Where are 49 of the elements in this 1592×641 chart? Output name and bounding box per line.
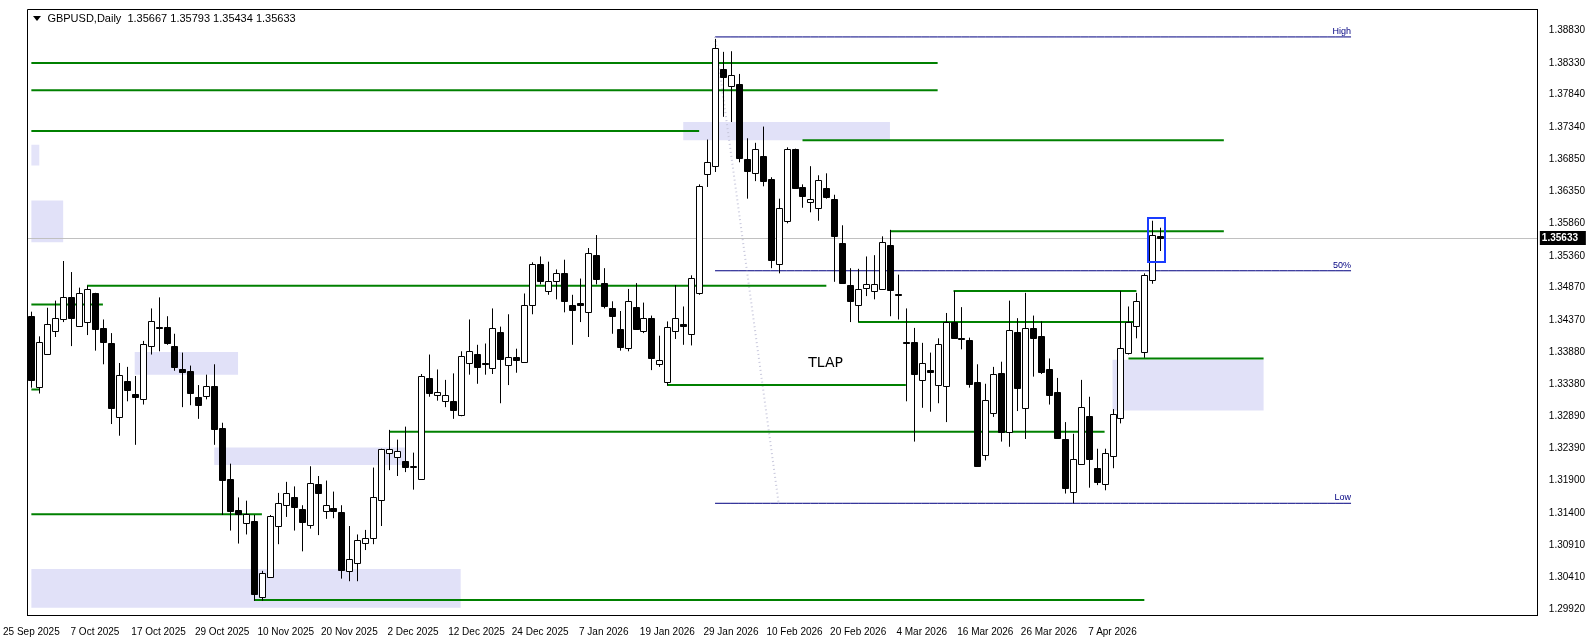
y-tick-label: 1.37340	[1548, 120, 1586, 132]
y-tick-label: 1.37840	[1548, 88, 1586, 100]
x-tick-label: 7 Jan 2026	[579, 625, 629, 637]
annotation: TLAP	[808, 354, 843, 371]
candlestick	[895, 274, 902, 320]
y-tick-label: 1.32390	[1548, 442, 1586, 454]
series-label: Low	[1334, 492, 1352, 503]
x-tick-label: 26 Mar 2026	[1020, 625, 1078, 637]
x-tick-label: 16 Mar 2026	[957, 625, 1014, 637]
x-tick-label: 17 Oct 2025	[131, 625, 187, 637]
x-tick-label: 20 Nov 2025	[321, 625, 379, 637]
y-tick-label: 1.38330	[1548, 56, 1586, 68]
x-tick-label: 2 Dec 2025	[387, 625, 439, 637]
y-tick-label: 1.29920	[1548, 602, 1586, 614]
candlestick	[601, 267, 608, 309]
y-tick-label: 1.30410	[1548, 571, 1586, 583]
y-tick-label: 1.31900	[1548, 474, 1586, 486]
line-series	[714, 35, 780, 505]
x-tick-label: 12 Dec 2025	[448, 625, 506, 637]
x-tick-label: 7 Apr 2026	[1088, 625, 1138, 637]
series-label: High	[1332, 25, 1352, 36]
x-tick-label: 24 Dec 2025	[511, 625, 569, 637]
y-tick-label: 1.30910	[1548, 538, 1586, 550]
candlestick	[171, 333, 178, 372]
y-tick-label: 1.36350	[1548, 185, 1586, 197]
y-tick-label: 1.34370	[1548, 313, 1586, 325]
x-tick-label: 29 Jan 2026	[703, 625, 759, 637]
y-tick-label: 1.31400	[1548, 506, 1586, 518]
ref-line-label: 1.35633	[1541, 231, 1579, 243]
y-tick-label: 1.32890	[1548, 410, 1586, 421]
candlestick	[195, 384, 202, 420]
y-tick-label: 1.36850	[1548, 152, 1586, 164]
x-tick-label: 10 Nov 2025	[257, 625, 315, 637]
x-tick-label: 20 Feb 2026	[830, 625, 887, 637]
x-tick-label: 25 Sep 2025	[3, 625, 61, 637]
y-tick-label: 1.35360	[1548, 249, 1586, 261]
y-tick-label: 1.35860	[1548, 217, 1586, 229]
y-tick-label: 1.38830	[1548, 24, 1586, 36]
y-tick-label: 1.33880	[1548, 345, 1586, 357]
chart-title: GBPUSD,Daily 1.35667 1.35793 1.35434 1.35633	[47, 12, 296, 24]
y-tick-label: 1.34870	[1548, 281, 1586, 293]
series-label: 50%	[1333, 259, 1352, 270]
y-tick-label: 1.33380	[1548, 378, 1586, 390]
x-tick-label: 19 Jan 2026	[639, 625, 696, 637]
candlestick	[609, 300, 616, 335]
x-tick-label: 29 Oct 2025	[194, 625, 250, 637]
x-tick-label: 10 Feb 2026	[766, 625, 824, 637]
x-tick-label: 7 Oct 2025	[70, 625, 120, 637]
x-tick-label: 4 Mar 2026	[896, 625, 948, 637]
